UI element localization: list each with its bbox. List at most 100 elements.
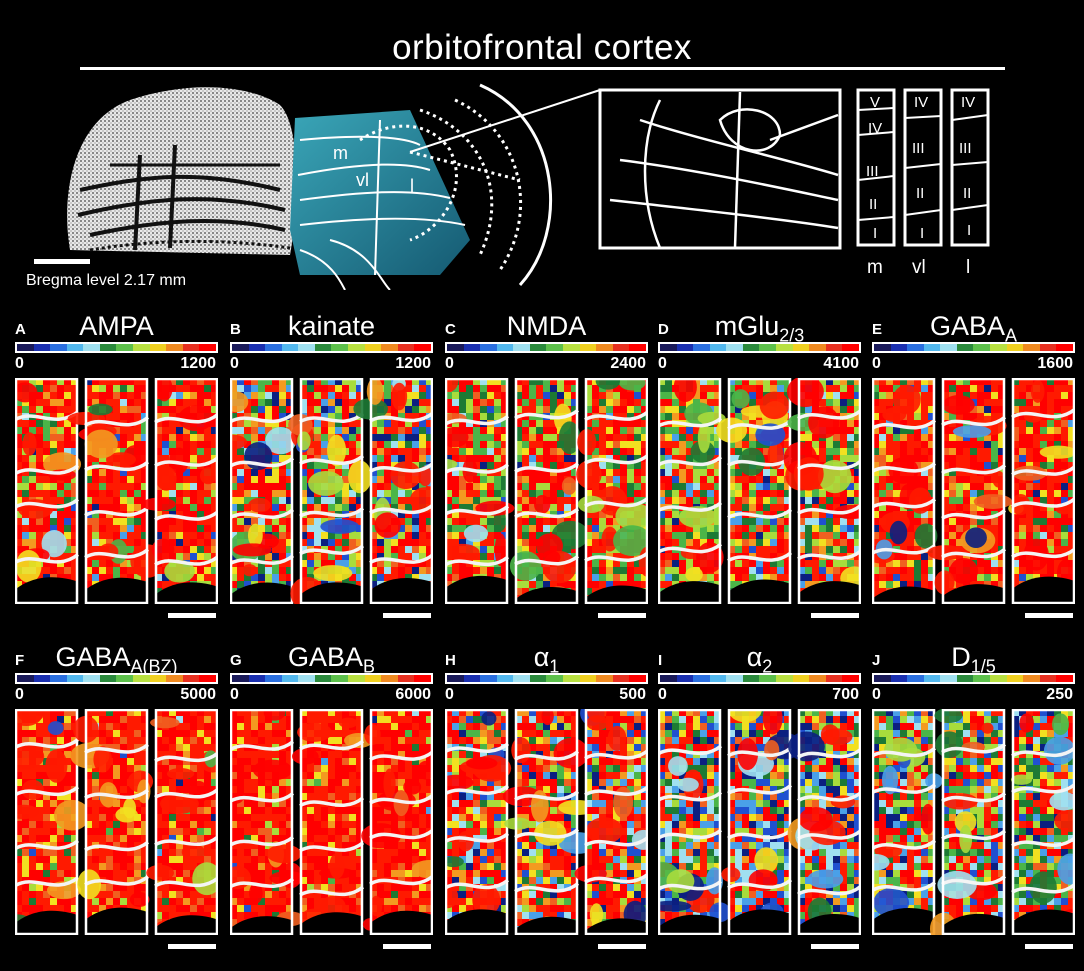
color-scale-min: 0 [230, 355, 239, 372]
panel-e: E GABAA 0 1600 [872, 311, 1075, 624]
receptor-name: AMPA [15, 310, 218, 342]
column-strip [445, 378, 515, 604]
color-scale-max: 1200 [395, 355, 431, 372]
receptor-name: mGlu2/3 [658, 310, 861, 351]
column-strip [1010, 709, 1075, 935]
receptor-name-main: D [951, 642, 971, 672]
panel-letter: E [872, 321, 883, 338]
scale-bar [598, 944, 646, 949]
col-vl-layer: IV [914, 94, 929, 111]
scale-bar [383, 613, 431, 618]
figure-title: orbitofrontal cortex [392, 28, 692, 67]
column-strip [70, 709, 154, 935]
receptor-name-subscript: 2/3 [779, 325, 805, 346]
panel-letter: H [445, 652, 456, 669]
column-strip [872, 709, 944, 935]
autoradiograph-strips [658, 378, 861, 604]
col-l-layer: II [963, 185, 972, 202]
color-scale-min: 0 [658, 686, 667, 703]
color-scale-min: 0 [230, 686, 239, 703]
column-strip [15, 378, 82, 604]
column-strip [721, 709, 803, 935]
autoradiograph-strips [445, 378, 648, 604]
column-strip [288, 378, 372, 604]
receptor-name: kainate [230, 310, 433, 342]
scale-bar [811, 944, 859, 949]
color-scale-max: 1200 [180, 355, 216, 372]
color-scale-max: 6000 [395, 686, 431, 703]
color-scale-min: 0 [658, 355, 667, 372]
panel-j: J D1/5 0 250 [872, 642, 1075, 955]
panel-letter: G [230, 652, 242, 669]
receptor-name: α2 [658, 641, 861, 682]
receptor-name-subscript: A(BZ) [130, 656, 178, 677]
color-scale-max: 5000 [180, 686, 216, 703]
column-strip [716, 378, 793, 604]
scale-bar [811, 613, 859, 618]
receptor-name-main: α [533, 642, 550, 672]
column-label-vl: vl [912, 257, 926, 278]
color-scale-bar [658, 673, 861, 684]
region-label-m: m [333, 143, 348, 163]
color-scale-min: 0 [445, 686, 454, 703]
scale-bar-top [34, 259, 90, 264]
scale-bar [1025, 944, 1073, 949]
header-diagram [67, 83, 990, 290]
autoradiograph-strips [230, 709, 433, 935]
color-scale-max: 500 [619, 686, 646, 703]
panel-letter: F [15, 652, 25, 669]
col-vl-layer: III [912, 140, 925, 157]
col-m-layer: V [870, 94, 881, 111]
column-strip [1008, 378, 1075, 604]
receptor-name-subscript: B [363, 656, 376, 677]
col-l-layer: III [959, 140, 972, 157]
column-label-m: m [867, 257, 883, 278]
panel-a: A AMPA 0 1200 [15, 311, 218, 624]
col-l-layer: IV [961, 94, 976, 111]
receptor-name-subscript: 1/5 [970, 656, 996, 677]
autoradiograph-strips [15, 378, 218, 604]
oft-schematic [290, 83, 601, 290]
col-m-layer: IV [868, 120, 883, 137]
scale-bar [168, 944, 216, 949]
column-strip [658, 709, 731, 935]
panel-letter: C [445, 321, 456, 338]
scale-bar [383, 944, 431, 949]
scale-bar [598, 613, 646, 618]
col-vl-layer: I [920, 225, 925, 242]
receptor-name-main: GABA [929, 311, 1005, 341]
autoradiograph-strips [658, 709, 861, 935]
column-label-l: l [966, 257, 971, 278]
col-m-layer: II [869, 196, 878, 213]
panel-c: C NMDA 0 2400 [445, 311, 648, 624]
col-m-layer: III [866, 163, 879, 180]
receptor-name-main: AMPA [79, 311, 154, 341]
color-scale-min: 0 [15, 355, 24, 372]
color-scale-min: 0 [445, 355, 454, 372]
column-strip [361, 709, 433, 935]
color-scale-min: 0 [872, 355, 881, 372]
receptor-name: GABAA [872, 310, 1075, 351]
color-scale-bar [445, 673, 648, 684]
color-scale-max: 250 [1046, 686, 1073, 703]
col-vl-layer: II [916, 185, 925, 202]
panel-f: F GABAA(BZ) 0 5000 [15, 642, 218, 955]
column-strip [15, 709, 90, 935]
receptor-name-subscript: A [1005, 325, 1018, 346]
color-scale-max: 2400 [610, 355, 646, 372]
column-strip [576, 378, 648, 604]
receptor-name-main: NMDA [506, 311, 587, 341]
receptor-name: GABAB [230, 641, 433, 682]
col-m-layer: I [873, 225, 878, 242]
column-strip [929, 709, 1007, 935]
zoom-box [598, 88, 842, 250]
column-strip [230, 378, 297, 604]
column-strip [291, 709, 373, 935]
receptor-name-main: kainate [287, 311, 376, 341]
title-rule [80, 67, 1005, 70]
receptor-name: D1/5 [872, 641, 1075, 682]
